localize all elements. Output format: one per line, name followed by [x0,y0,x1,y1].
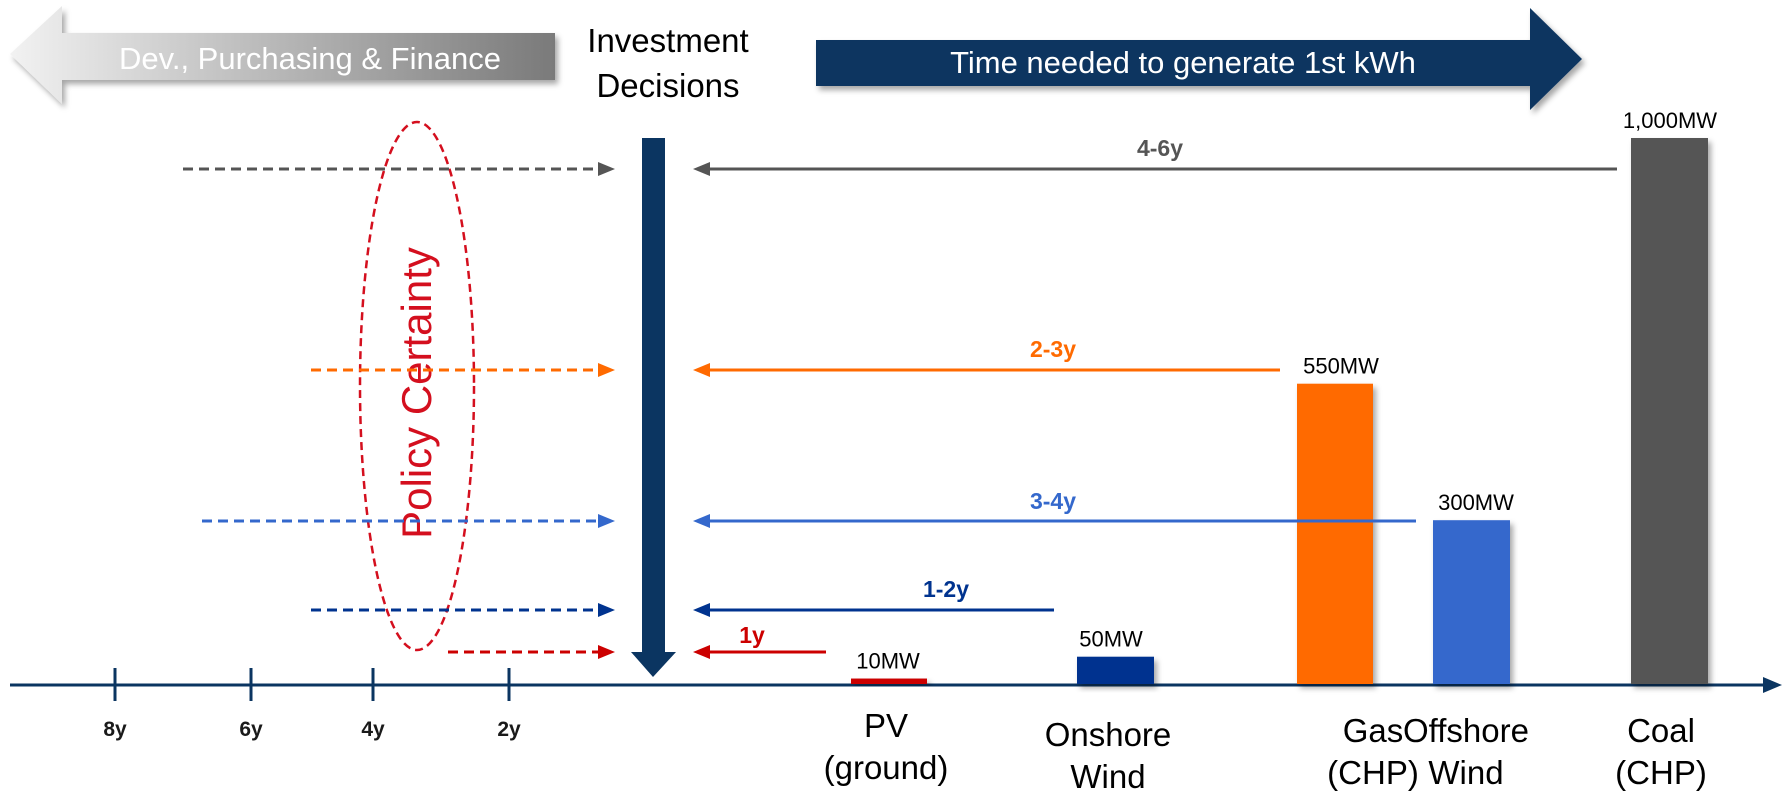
tech-name-onshore-line2: Wind [1070,758,1145,794]
axis-tick-label: 2y [497,718,521,741]
investment-label-line2: Decisions [596,67,739,104]
capacity-label-coal: 1,000MW [1623,108,1717,133]
policy-certainty-group: Policy Certainty [358,120,476,652]
duration-label-gas: 2-3y [1030,336,1076,362]
time-to-first-kwh-label: Time needed to generate 1st kWh [950,45,1416,80]
row-onshore: 1-2y 50MW [311,576,1154,684]
duration-arrowhead-offshore [693,514,710,528]
duration-arrowhead-pv [693,645,710,659]
tech-name-pv-line2: (ground) [824,749,949,786]
tech-name-coal-line2: (CHP) [1615,754,1707,791]
lead-time-arrowhead-coal [598,162,615,176]
tech-name-gas-line2: (CHP) [1327,754,1419,791]
tech-name-offshore-line2: Wind [1428,754,1503,791]
lead-time-arrowhead-gas [598,363,615,377]
capacity-bar-onshore [1077,656,1154,684]
dev-purchasing-finance-arrow: Dev., Purchasing & Finance [10,6,555,104]
capacity-bar-pv [851,678,927,684]
tech-name-gas-line1: Gas [1343,712,1404,749]
lead-time-arrowhead-offshore [598,514,615,528]
capacity-label-gas: 550MW [1303,354,1379,379]
axis-tick-label: 8y [103,718,127,741]
duration-label-coal: 4-6y [1137,135,1183,161]
capacity-bar-gas [1297,383,1373,684]
row-gas: 2-3y 550MW [311,336,1379,684]
duration-arrowhead-onshore [693,603,710,617]
investment-decision-marker [631,138,676,677]
tech-name-offshore-line1: Offshore [1403,712,1529,749]
tech-name-coal-line1: Coal [1627,712,1695,749]
capacity-label-pv: 10MW [856,649,920,674]
duration-arrowhead-coal [693,162,710,176]
axis-tick-label: 4y [361,718,385,741]
lead-time-arrowhead-onshore [598,603,615,617]
dev-purchasing-finance-label: Dev., Purchasing & Finance [119,41,501,76]
duration-label-pv: 1y [739,622,765,648]
tech-name-onshore-line1: Onshore [1045,716,1172,753]
technology-names: Coal (CHP) Gas (CHP) Offshore Wind Onshore Wind… [824,707,1707,794]
policy-certainty-ellipse [358,120,476,652]
row-offshore: 3-4y 300MW [202,488,1514,684]
capacity-label-offshore: 300MW [1438,490,1514,515]
duration-label-offshore: 3-4y [1030,488,1076,514]
row-coal: 4-6y 1,000MW [183,108,1717,684]
lead-time-arrowhead-pv [598,645,615,659]
duration-arrowhead-gas [693,363,710,377]
capacity-bar-coal [1631,138,1708,684]
time-axis: 8y 6y 4y 2y [10,668,1782,741]
investment-label-line1: Investment [587,22,748,59]
tech-name-pv-line1: PV [864,707,908,744]
time-to-first-kwh-arrow: Time needed to generate 1st kWh [816,8,1582,110]
row-pv: 1y 10MW [448,622,927,684]
duration-label-onshore: 1-2y [923,576,969,602]
capacity-label-onshore: 50MW [1079,627,1143,652]
axis-tick-label: 6y [239,718,263,741]
capacity-bar-offshore [1433,520,1510,684]
policy-certainty-label: Policy Certainty [393,247,440,539]
